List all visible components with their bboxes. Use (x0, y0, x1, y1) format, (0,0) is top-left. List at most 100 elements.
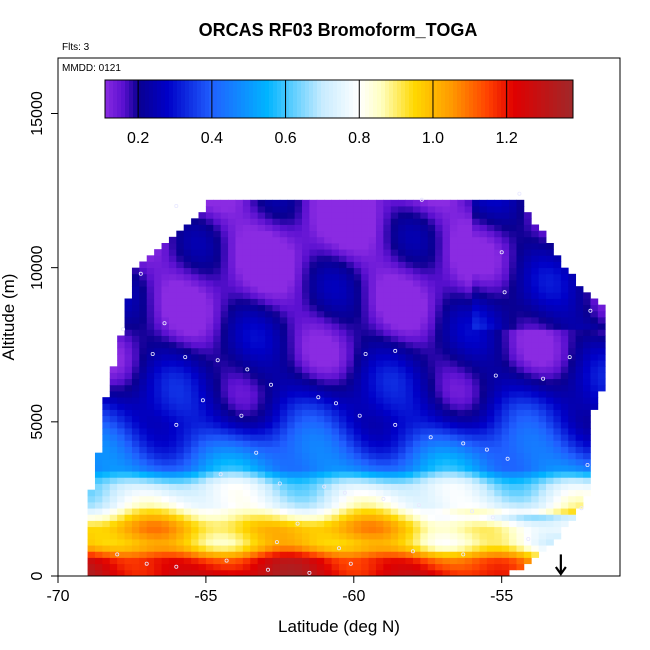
heatmap-cell (161, 249, 170, 256)
heatmap-cell (590, 378, 599, 386)
heatmap-cell (531, 354, 540, 361)
heatmap-cell (449, 545, 458, 552)
heatmap-cell (257, 563, 266, 571)
heatmap-cell (339, 446, 347, 454)
heatmap-cell (272, 495, 281, 503)
heatmap-cell (375, 495, 384, 503)
heatmap-cell (353, 347, 362, 355)
heatmap-cell (412, 415, 421, 423)
heatmap-cell (257, 415, 266, 423)
heatmap-cell (146, 378, 155, 386)
heatmap-cell (302, 255, 310, 262)
heatmap-cell (205, 384, 214, 392)
heatmap-cell (516, 249, 525, 256)
heatmap-cell (331, 261, 340, 269)
heatmap-cell (287, 317, 296, 324)
heatmap-cell (553, 261, 562, 269)
colorbar-cell (257, 80, 262, 118)
heatmap-cell (117, 335, 125, 343)
heatmap-cell (442, 372, 451, 380)
heatmap-cell (146, 323, 155, 330)
heatmap-cell (139, 557, 148, 565)
heatmap-cell (390, 415, 399, 423)
heatmap-cell (331, 520, 340, 528)
heatmap-cell (553, 255, 562, 262)
heatmap-cell (442, 236, 451, 244)
heatmap-cell (420, 384, 429, 392)
heatmap-cell (117, 563, 125, 571)
heatmap-cell (213, 341, 222, 349)
heatmap-cell (161, 477, 170, 484)
heatmap-cell (435, 372, 443, 380)
heatmap-cell (302, 421, 310, 429)
heatmap-cell (553, 347, 562, 355)
heatmap-cell (427, 243, 436, 250)
heatmap-cell (131, 415, 140, 423)
heatmap-cell (235, 489, 244, 497)
heatmap-cell (472, 292, 480, 299)
heatmap-cell (87, 508, 96, 515)
heatmap-cell (368, 489, 377, 497)
heatmap-cell (523, 446, 532, 454)
heatmap-cell (168, 335, 177, 343)
heatmap-cell (205, 378, 214, 386)
heatmap-cell (94, 545, 103, 552)
heatmap-cell (553, 403, 562, 410)
heatmap-cell (464, 199, 473, 207)
heatmap-cell (228, 286, 236, 293)
heatmap-cell (124, 458, 133, 466)
heatmap-cell (486, 224, 495, 232)
heatmap-cell (420, 206, 429, 213)
heatmap-cell (183, 298, 192, 306)
heatmap-cell (257, 366, 266, 373)
heatmap-cell (139, 563, 148, 571)
heatmap-cell (235, 243, 244, 250)
heatmap-cell (139, 495, 148, 503)
heatmap-cell (435, 391, 443, 398)
heatmap-cell (228, 471, 236, 478)
heatmap-cell (398, 465, 406, 472)
heatmap-cell (486, 514, 495, 521)
colorbar-cell (145, 80, 150, 118)
sample-point (585, 462, 590, 467)
sample-points (115, 191, 593, 575)
heatmap-cell (435, 520, 443, 528)
heatmap-cell (213, 508, 222, 515)
heatmap-cell (302, 230, 310, 238)
heatmap-cell (464, 310, 473, 318)
heatmap-cell (309, 446, 318, 454)
heatmap-cell (272, 563, 281, 571)
heatmap-cell (427, 354, 436, 361)
heatmap-cell (198, 267, 207, 275)
heatmap-cell (139, 304, 148, 312)
heatmap-cell (235, 366, 244, 373)
heatmap-cell (331, 304, 340, 312)
heatmap-cell (346, 502, 355, 509)
heatmap-cell (309, 495, 318, 503)
heatmap-cell (109, 446, 118, 454)
heatmap-cell (449, 267, 458, 275)
heatmap-cell (501, 563, 510, 571)
heatmap-cell (546, 354, 554, 361)
heatmap-cell (265, 458, 273, 466)
heatmap-cell (472, 526, 480, 534)
heatmap-cell (302, 236, 310, 244)
heatmap-cell (235, 502, 244, 509)
heatmap-cell (390, 514, 399, 521)
heatmap-cell (309, 366, 318, 373)
heatmap-cell (346, 520, 355, 528)
heatmap-cell (361, 212, 369, 219)
heatmap-cell (509, 557, 517, 565)
heatmap-cell (124, 366, 133, 373)
heatmap-cell (427, 378, 436, 386)
heatmap-cell (361, 551, 369, 558)
heatmap-cell (265, 495, 273, 503)
heatmap-cell (316, 465, 325, 472)
heatmap-cell (472, 539, 480, 546)
heatmap-cell (287, 489, 296, 497)
heatmap-cell (583, 391, 591, 398)
heatmap-cell (213, 557, 222, 565)
heatmap-cell (168, 273, 177, 281)
heatmap-cell (161, 329, 170, 336)
heatmap-cell (368, 218, 377, 225)
